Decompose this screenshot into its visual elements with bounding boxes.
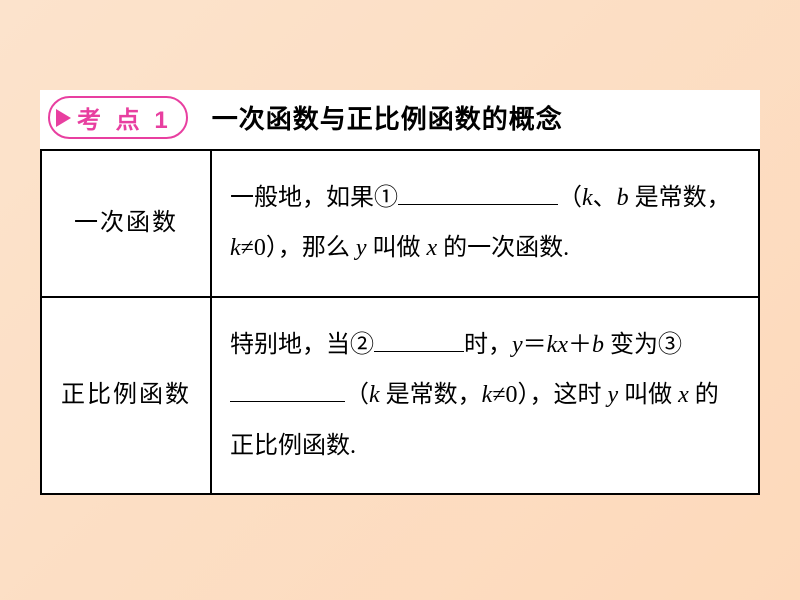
math-var: b [617,185,629,211]
section-header: 考 点 1 一次函数与正比例函数的概念 [40,90,760,149]
text: ＝ [523,332,547,358]
text: 一般地，如果① [230,185,398,211]
play-icon [56,109,71,127]
math-var: y [607,382,618,408]
section-title: 一次函数与正比例函数的概念 [212,99,563,136]
math-var: x [678,382,689,408]
math-var: y [356,235,367,261]
math-var: k [369,382,380,408]
text: 叫做 [618,382,678,408]
math-var: k [482,382,493,408]
page-background: 考 点 1 一次函数与正比例函数的概念 一次函数 一般地，如果①（k、b 是常数… [0,0,800,600]
text: （ [345,382,369,408]
text: 的一次函数. [437,235,569,261]
text: 时， [464,332,512,358]
topic-pill-label: 考 点 1 [77,100,172,135]
math-var: b [592,332,604,358]
row-label-proportional: 正比例函数 [41,297,211,494]
row-content-proportional: 特别地，当②时，y＝kx＋b 变为③（k 是常数，k≠0），这时 y 叫做 x … [211,297,759,494]
row-label-linear: 一次函数 [41,150,211,297]
table-row: 正比例函数 特别地，当②时，y＝kx＋b 变为③（k 是常数，k≠0），这时 y… [41,297,759,494]
text: ＋ [568,332,592,358]
text: 是常数， [380,382,482,408]
math-var: x [557,332,568,358]
blank-3 [230,376,345,402]
text: （ [558,185,582,211]
text: 特别地，当② [230,332,374,358]
text: 叫做 [366,235,426,261]
math-var: x [426,235,437,261]
text: ≠0），这时 [492,382,607,408]
table-row: 一次函数 一般地，如果①（k、b 是常数，k≠0），那么 y 叫做 x 的一次函… [41,150,759,297]
definition-table: 一次函数 一般地，如果①（k、b 是常数，k≠0），那么 y 叫做 x 的一次函… [40,149,760,495]
math-var: k [582,185,593,211]
content-box: 考 点 1 一次函数与正比例函数的概念 一次函数 一般地，如果①（k、b 是常数… [40,90,760,495]
math-var: k [230,235,241,261]
math-var: k [547,332,558,358]
row-content-linear: 一般地，如果①（k、b 是常数，k≠0），那么 y 叫做 x 的一次函数. [211,150,759,297]
math-var: y [512,332,523,358]
topic-pill: 考 点 1 [48,96,188,139]
text: 是常数， [629,185,731,211]
text: 变为③ [604,332,682,358]
blank-2 [374,325,464,351]
text: ≠0），那么 [241,235,356,261]
blank-1 [398,179,558,205]
text: 、 [593,185,617,211]
